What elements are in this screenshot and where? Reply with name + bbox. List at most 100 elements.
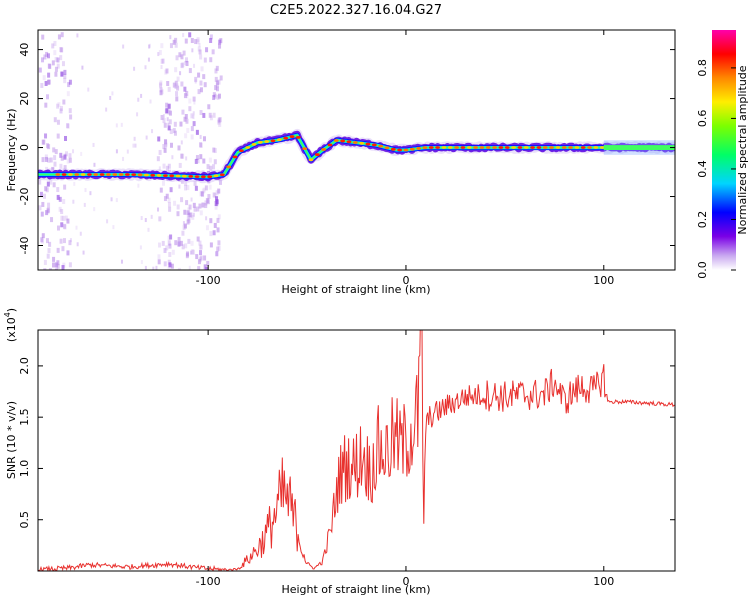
noise-cell	[43, 193, 47, 199]
noise-cell	[106, 219, 109, 224]
ridge-hotspot	[492, 146, 497, 149]
noise-cell	[41, 233, 45, 239]
noise-cell	[212, 95, 216, 101]
noise-cell	[41, 34, 45, 40]
noise-cell	[155, 265, 158, 270]
noise-cell	[41, 139, 45, 145]
noise-cell	[216, 86, 220, 92]
noise-cell	[57, 225, 61, 231]
noise-cell	[64, 215, 68, 221]
noise-cell	[174, 42, 178, 48]
noise-cell	[188, 98, 192, 104]
ridge-hotspot	[587, 146, 592, 149]
noise-cell	[47, 79, 51, 85]
noise-cell	[192, 96, 196, 102]
noise-cell	[53, 50, 57, 56]
noise-cell	[62, 215, 66, 221]
noise-cell	[165, 245, 169, 251]
noise-cell	[45, 166, 49, 172]
noise-cell	[191, 249, 195, 255]
noise-cell	[209, 34, 213, 40]
noise-cell	[175, 91, 179, 97]
noise-cell	[40, 237, 44, 243]
noise-cell	[192, 202, 196, 208]
spectrogram-x-axis-label: Height of straight line (km)	[281, 283, 430, 296]
noise-cell	[190, 240, 194, 246]
noise-cell	[209, 242, 213, 248]
noise-cell	[136, 112, 139, 117]
noise-cell	[187, 238, 191, 244]
snr-y-ticks: 0.5 1.0 1.5 2.0	[18, 357, 675, 528]
ridge-hotspot	[226, 165, 232, 169]
noise-cell	[215, 199, 219, 205]
noise-cell	[38, 67, 42, 73]
noise-cell	[47, 202, 51, 208]
noise-cell	[115, 123, 118, 128]
noise-cell	[165, 68, 169, 74]
noise-cell	[160, 64, 163, 69]
noise-cell	[157, 207, 160, 212]
y-tick-label: 20	[18, 92, 31, 106]
noise-cell	[76, 242, 79, 247]
ridge-hotspot	[276, 138, 282, 142]
noise-cell	[205, 198, 209, 204]
noise-cell	[169, 129, 173, 135]
noise-cell	[180, 197, 184, 203]
noise-cell	[209, 37, 213, 43]
noise-cell	[198, 49, 202, 55]
noise-cell	[173, 130, 177, 136]
noise-cell	[191, 214, 195, 220]
noise-cell	[179, 71, 182, 76]
snr-panel: -100 0 100 0.5 1.0 1.5 2.0 Height of straight…	[3, 308, 676, 596]
spectrogram-panel: -100 0 100 -40 -20 0 20 40 Height of straight …	[5, 29, 676, 296]
ridge-hotspot	[466, 146, 472, 149]
noise-cell	[54, 57, 58, 63]
noise-cell	[182, 50, 186, 56]
ridge-hotspot	[409, 147, 415, 151]
noise-cell	[196, 158, 200, 164]
spectrogram-x-ticks: -100 0 100	[196, 30, 614, 287]
noise-cell	[215, 65, 219, 71]
noise-cell	[52, 147, 56, 153]
ridge-hotspot	[289, 135, 295, 138]
ridge-hotspot	[416, 147, 422, 150]
noise-cell	[196, 236, 200, 242]
noise-cell	[195, 254, 199, 260]
noise-cell	[184, 61, 187, 66]
noise-cell	[133, 136, 136, 141]
noise-cell	[194, 79, 197, 84]
noise-cell	[41, 201, 45, 207]
noise-cell	[212, 230, 216, 236]
noise-cell	[44, 80, 48, 86]
multiplier-close: )	[5, 308, 18, 312]
spectrogram-frame	[37, 29, 676, 271]
noise-cell	[110, 197, 113, 202]
ridge-hotspot	[340, 139, 346, 143]
noise-cell	[48, 64, 52, 70]
ridge-hotspot	[169, 174, 175, 178]
noise-cell	[56, 63, 60, 69]
noise-cell	[44, 186, 48, 192]
noise-cell	[184, 38, 188, 44]
noise-cell	[54, 268, 58, 270]
ridge-hotspot	[194, 175, 200, 178]
noise-cell	[185, 57, 189, 63]
noise-cell	[215, 196, 219, 202]
noise-cell	[181, 244, 185, 250]
x-tick-label: 100	[593, 274, 614, 287]
noise-cell	[133, 66, 136, 71]
noise-cell	[111, 91, 114, 96]
noise-cell	[218, 117, 222, 123]
noise-cell	[203, 255, 207, 261]
noise-cell	[62, 99, 66, 105]
noise-cell	[199, 250, 203, 256]
ridge-hotspot	[542, 146, 548, 149]
colorbar-tick-label: 0.2	[696, 211, 709, 229]
noise-cell	[184, 180, 188, 186]
noise-cell	[190, 113, 194, 119]
noise-cell	[199, 255, 203, 261]
noise-cell	[150, 214, 153, 219]
noise-cell	[206, 260, 210, 266]
noise-cell	[204, 203, 208, 209]
noise-cell	[132, 143, 135, 148]
